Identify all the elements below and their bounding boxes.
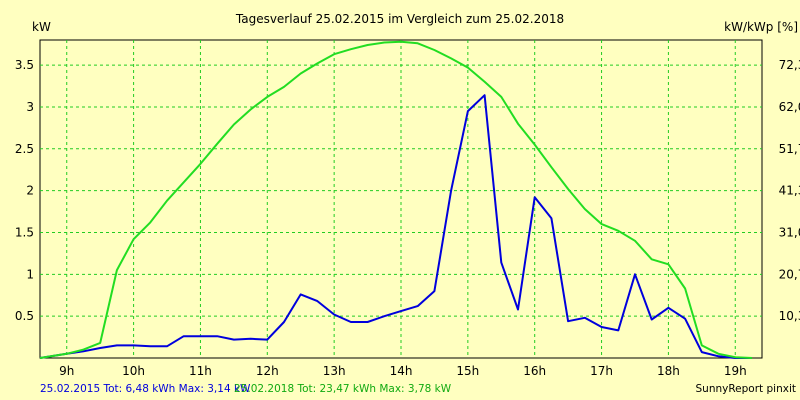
y-axis-label-left: kW [32,20,51,34]
x-tick-label: 15h [456,364,479,378]
y-axis-label-right: kW/kWp [%] [724,20,798,34]
series-lines [39,40,753,359]
x-tick-label: 10h [122,364,145,378]
y-tick-label-right: 20,7 [779,267,800,281]
y-tick-label-left: 2 [26,184,34,198]
y-tick-label-right: 51,7 [779,142,800,156]
series-line-1 [39,94,752,359]
legend-series-1: 25.02.2015 Tot: 6,48 kWh Max: 3,14 kW [40,383,251,395]
x-tick-label: 9h [59,364,74,378]
x-tick-label: 14h [390,364,413,378]
series-line-2 [39,40,753,359]
y-tick-label-right: 72,3 [779,58,800,72]
grid [40,40,762,358]
y-tick-label-right: 41,3 [779,184,800,198]
y-tick-label-left: 3.5 [15,58,34,72]
x-tick-label: 18h [657,364,680,378]
legend-series-2: 25.02.2018 Tot: 23,47 kWh Max: 3,78 kW [234,383,452,395]
chart-title: Tagesverlauf 25.02.2015 im Vergleich zum… [235,12,564,26]
y-tick-label-right: 31,0 [779,225,800,239]
x-tick-label: 12h [256,364,279,378]
y-tick-label-left: 1.5 [15,225,34,239]
y-tick-label-left: 1 [26,267,34,281]
y-tick-label-left: 3 [26,100,34,114]
y-tick-label-left: 2.5 [15,142,34,156]
credit-label: SunnyReport pinxit [696,383,796,395]
y-tick-label-left: 0.5 [15,309,34,323]
y-tick-label-right: 62,0 [779,100,800,114]
x-tick-label: 13h [323,364,346,378]
y-tick-label-right: 10,3 [779,309,800,323]
tick-labels: 9h 10h 11h 12h 13h 14h 15h 16h 17h 18h 19h 0.5 10,3 1… [15,58,800,378]
x-tick-label: 19h [724,364,747,378]
x-tick-label: 16h [523,364,546,378]
x-tick-label: 17h [590,364,613,378]
x-tick-label: 11h [189,364,212,378]
